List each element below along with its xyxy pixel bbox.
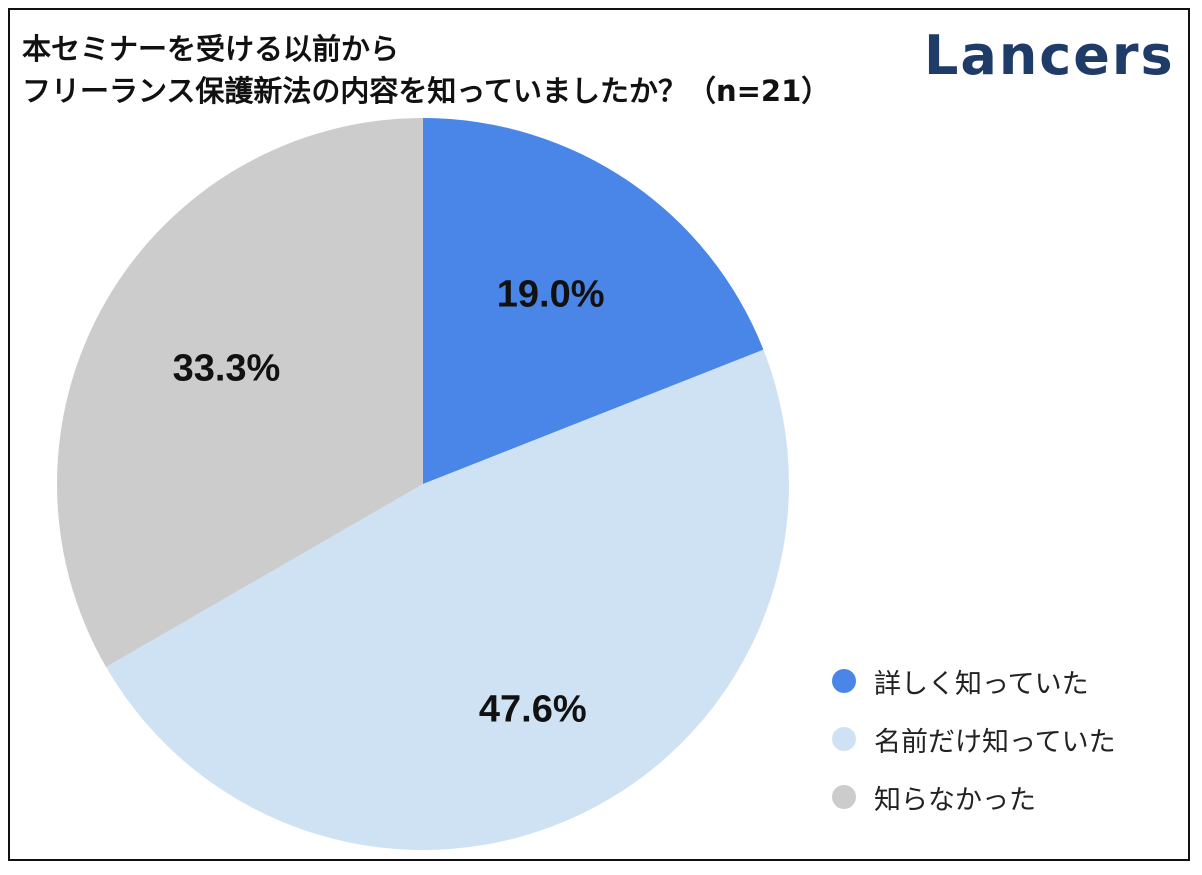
legend-label: 名前だけ知っていた — [874, 726, 1116, 758]
legend-swatch — [832, 785, 856, 809]
pie-value-label-1: 19.0% — [497, 273, 605, 315]
pie-value-label-3: 33.3% — [173, 348, 281, 390]
legend-label: 知らなかった — [874, 784, 1036, 816]
legend-swatch — [832, 669, 856, 693]
pie-slices — [57, 118, 790, 850]
legend-item: 詳しく知っていた — [832, 652, 1116, 710]
pie-value-label-2: 47.6% — [479, 688, 587, 730]
chart-title: 本セミナーを受ける以前から フリーランス保護新法の内容を知っていましたか？（n=… — [22, 28, 830, 112]
title-line-1: 本セミナーを受ける以前から — [22, 32, 400, 66]
pie-slice-1 — [423, 118, 764, 484]
legend-item: 知らなかった — [832, 768, 1116, 826]
legend-label: 詳しく知っていた — [874, 668, 1089, 700]
pie-value-labels: 19.0% 47.6% 33.3% — [173, 273, 605, 730]
chart-legend: 詳しく知っていた 名前だけ知っていた 知らなかった — [832, 652, 1116, 826]
legend-swatch — [832, 727, 856, 751]
title-line-2: フリーランス保護新法の内容を知っていましたか？（n=21） — [22, 74, 831, 108]
pie-slice-2 — [106, 349, 790, 850]
lancers-logo: Lancers — [924, 24, 1175, 87]
legend-item: 名前だけ知っていた — [832, 710, 1116, 768]
pie-slice-3 — [57, 118, 423, 667]
